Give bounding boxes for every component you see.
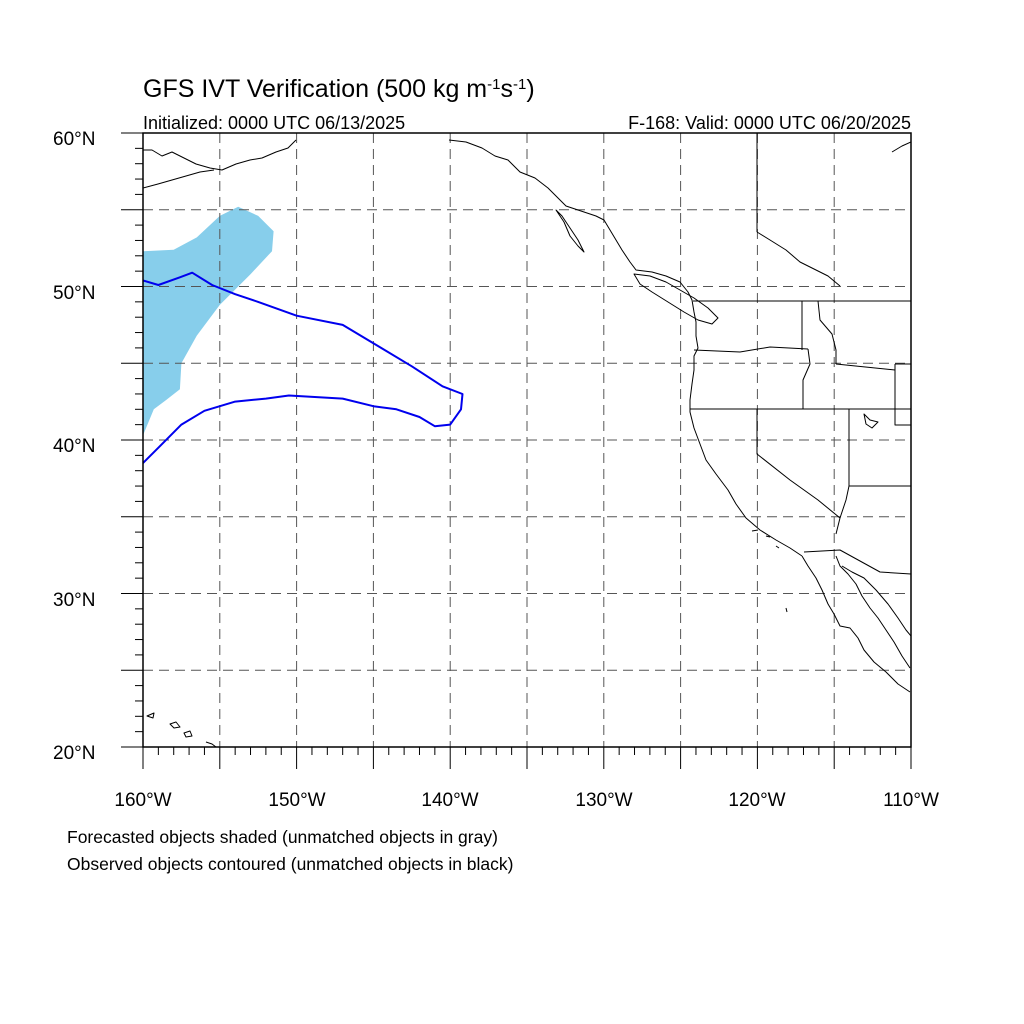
gulf-california-coast <box>835 555 911 669</box>
init-time-label: Initialized: 0000 UTC 06/13/2025 <box>143 113 405 133</box>
political-borders <box>690 133 911 575</box>
valid-time-label: F-168: Valid: 0000 UTC 06/20/2025 <box>628 113 911 133</box>
lon-label-120w: 120°W <box>728 790 785 811</box>
coastlines-and-borders <box>143 133 911 747</box>
forecast-object-layer <box>143 206 274 436</box>
baja-west-coast <box>801 555 911 693</box>
lon-label-130w: 130°W <box>575 790 632 811</box>
lon-label-140w: 140°W <box>421 790 478 811</box>
lon-label-110w: 110°W <box>883 790 939 811</box>
mainland-mexico-coast <box>841 565 911 637</box>
haida-gwaii <box>555 209 585 253</box>
lon-label-150w: 150°W <box>268 790 325 811</box>
forecast-ivt-object <box>143 206 274 436</box>
observed-ivt-contour <box>143 271 464 464</box>
alaska-peninsula <box>143 169 215 189</box>
lon-label-160w: 160°W <box>114 790 171 811</box>
alaska-coast <box>143 139 297 171</box>
vancouver-island <box>633 273 719 325</box>
pacific-coastline <box>448 139 803 557</box>
lat-label-30: 30°N <box>53 590 95 611</box>
hawaii-islands <box>146 712 217 747</box>
axis-ticks <box>121 132 912 769</box>
map-panel <box>143 133 911 747</box>
figure-title: GFS IVT Verification (500 kg m-1s-1) <box>143 75 535 103</box>
lat-label-60: 60°N <box>53 129 95 150</box>
lat-label-20: 20°N <box>53 743 95 764</box>
top-right-coast <box>891 141 911 153</box>
lat-label-40: 40°N <box>53 436 95 457</box>
lat-label-50: 50°N <box>53 283 95 304</box>
forecast-note: Forecasted objects shaded (unmatched obj… <box>67 827 498 847</box>
observed-object-layer <box>143 271 464 464</box>
observed-note: Observed objects contoured (unmatched ob… <box>67 854 514 874</box>
channel-islands <box>751 529 788 613</box>
